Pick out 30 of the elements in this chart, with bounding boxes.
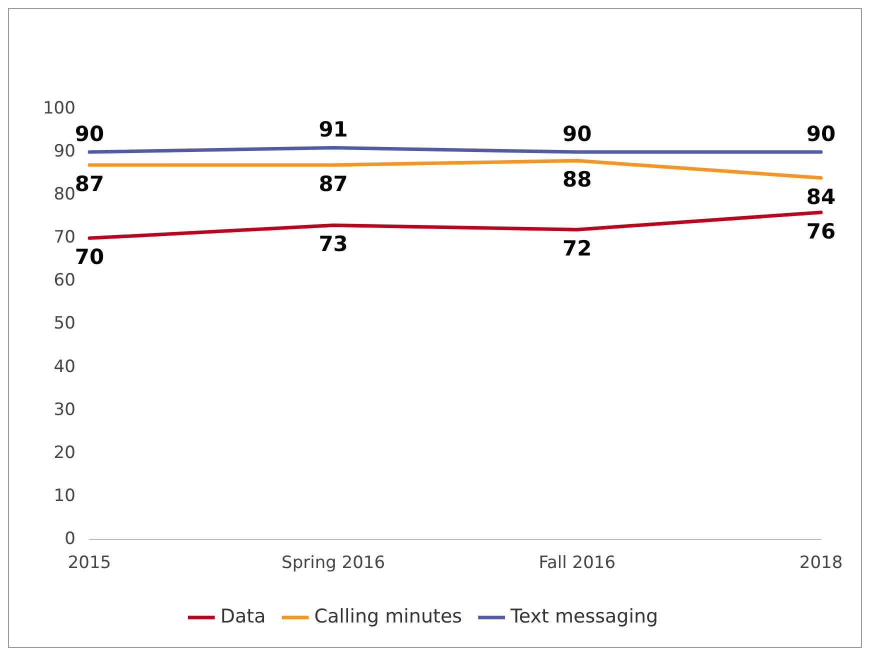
y-tick-label: 60 bbox=[54, 270, 76, 291]
data-label: 76 bbox=[806, 219, 836, 244]
x-tick-label: 2015 bbox=[68, 553, 112, 574]
x-tick-label: 2018 bbox=[799, 553, 843, 574]
y-tick-label: 90 bbox=[54, 141, 76, 162]
data-label: 90 bbox=[562, 122, 592, 146]
data-label: 70 bbox=[74, 245, 104, 270]
y-tick-label: 70 bbox=[54, 228, 76, 248]
y-tick-label: 100 bbox=[42, 98, 76, 118]
y-tick-label: 50 bbox=[54, 314, 76, 334]
y-tick-label: 0 bbox=[64, 529, 76, 550]
data-label: 72 bbox=[562, 236, 592, 261]
y-tick-label: 80 bbox=[54, 184, 76, 205]
data-label: 87 bbox=[74, 172, 104, 196]
legend-label: Calling minutes bbox=[314, 605, 462, 628]
data-label: 88 bbox=[562, 168, 592, 192]
x-tick-label: Spring 2016 bbox=[282, 553, 386, 574]
data-label: 73 bbox=[318, 232, 348, 256]
data-label: 84 bbox=[806, 184, 836, 209]
y-tick-label: 20 bbox=[54, 442, 76, 463]
y-tick-label: 30 bbox=[54, 400, 76, 420]
data-label: 87 bbox=[318, 172, 348, 196]
y-tick-label: 10 bbox=[54, 486, 76, 506]
y-tick-label: 40 bbox=[54, 356, 76, 377]
data-label: 91 bbox=[318, 118, 348, 142]
data-label: 90 bbox=[806, 122, 836, 146]
legend-label: Text messaging bbox=[510, 605, 658, 628]
data-label: 90 bbox=[74, 122, 104, 146]
x-tick-label: Fall 2016 bbox=[538, 553, 616, 574]
legend-label: Data bbox=[220, 605, 266, 628]
